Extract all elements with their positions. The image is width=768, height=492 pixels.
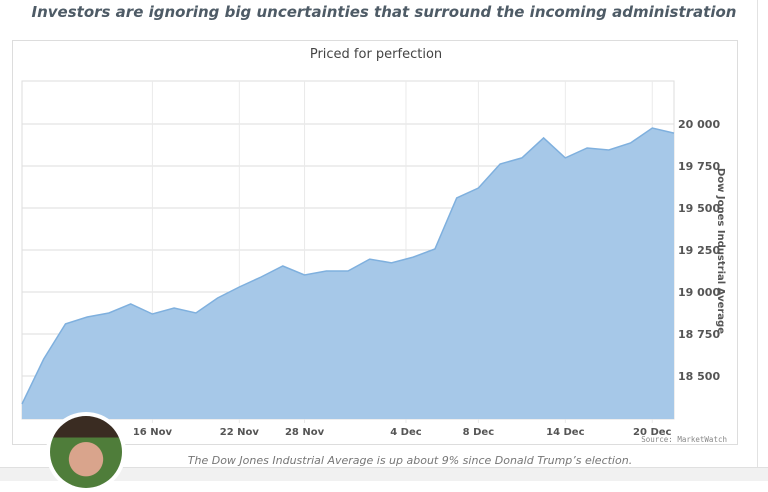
y-tick-label: 20 000 [678,118,720,131]
y-tick-label: 19 500 [678,202,720,215]
author-photo [50,416,122,488]
divider [757,0,758,468]
y-axis-title: Dow Jones Industrial Average [715,168,726,334]
y-tick-label: 18 750 [678,328,720,341]
author-avatar[interactable] [46,412,126,492]
x-tick-label: 16 Nov [133,427,173,438]
y-tick-label: 19 250 [678,244,720,257]
x-tick-label: 8 Dec [463,427,495,438]
caption: The Dow Jones Industrial Average is up a… [160,454,660,467]
chart: Priced for perfection 16 Nov 22 Nov 28 Nov… [13,41,739,446]
chart-title: Priced for perfection [310,47,442,62]
x-tick-label: 22 Nov [220,427,260,438]
y-tick-label: 19 750 [678,160,720,173]
y-tick-label: 18 500 [678,370,720,383]
y-tick-label: 19 000 [678,286,720,299]
x-tick-label: 28 Nov [285,427,325,438]
headline: Investors are ignoring big uncertainties… [0,3,768,21]
chart-container: Priced for perfection 16 Nov 22 Nov 28 Nov… [12,40,738,445]
area-fill [22,128,674,419]
x-tick-label: 14 Dec [546,427,584,438]
source-label: Source: MarketWatch [641,435,727,444]
x-tick-label: 4 Dec [390,427,422,438]
